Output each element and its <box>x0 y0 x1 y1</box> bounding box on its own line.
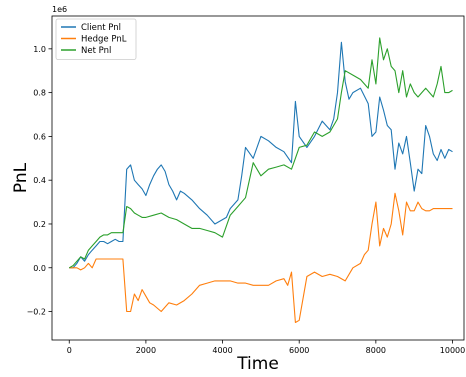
y-tick-label: 0.8 <box>33 89 46 98</box>
x-axis-title: Time <box>236 354 279 372</box>
x-tick-label: 4000 <box>212 346 232 355</box>
x-tick-label: 10000 <box>440 346 465 355</box>
y-axis-ticks: −0.2 0.0 0.2 0.4 0.6 0.8 1.0 <box>27 45 52 317</box>
series-layer <box>68 37 453 324</box>
legend-label: Client Pnl <box>81 23 121 33</box>
legend-label: Net Pnl <box>81 46 111 56</box>
plot-frame <box>51 15 465 341</box>
legend-label: Hedge PnL <box>81 35 127 45</box>
series-line-net-pnl <box>68 37 453 269</box>
x-tick-label: 2000 <box>136 346 156 355</box>
y-tick-label: 0.4 <box>33 176 46 185</box>
y-tick-label: −0.2 <box>27 308 46 317</box>
y-tick-label: 0.2 <box>33 220 46 229</box>
x-axis-ticks: 0 2000 4000 6000 8000 10000 <box>67 340 465 355</box>
y-axis-title: PnL <box>11 162 31 193</box>
y-axis-offset-label: 1e6 <box>52 5 67 14</box>
y-tick-label: 0.6 <box>33 132 46 141</box>
series-line-hedge-pnl <box>69 192 453 324</box>
x-tick-label: 6000 <box>289 346 309 355</box>
x-tick-label: 8000 <box>366 346 386 355</box>
series-line-client-pnl <box>69 41 453 269</box>
x-tick-label: 0 <box>67 346 72 355</box>
y-tick-label: 1.0 <box>33 45 46 54</box>
y-tick-label: 0.0 <box>33 264 46 273</box>
